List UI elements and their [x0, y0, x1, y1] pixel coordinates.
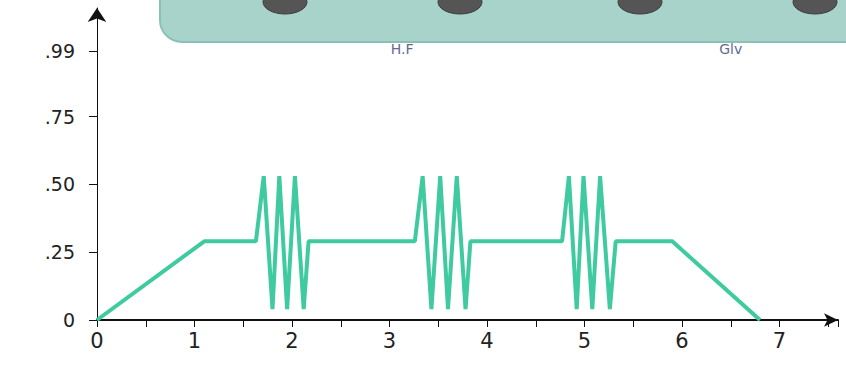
- svg-text:Glv: Glv: [719, 41, 742, 57]
- svg-text:.50: .50: [45, 173, 75, 195]
- svg-text:1: 1: [188, 329, 201, 353]
- svg-text:5: 5: [578, 329, 591, 353]
- svg-text:.99: .99: [45, 40, 75, 62]
- svg-text:0: 0: [63, 309, 75, 331]
- svg-text:2: 2: [285, 329, 298, 353]
- svg-text:.75: .75: [45, 106, 75, 128]
- svg-text:6: 6: [675, 329, 688, 353]
- svg-text:H.F: H.F: [391, 41, 414, 57]
- svg-text:3: 3: [383, 329, 396, 353]
- svg-text:.25: .25: [45, 241, 75, 263]
- svg-text:0: 0: [90, 329, 103, 353]
- svg-text:7: 7: [773, 329, 786, 353]
- svg-text:4: 4: [480, 329, 493, 353]
